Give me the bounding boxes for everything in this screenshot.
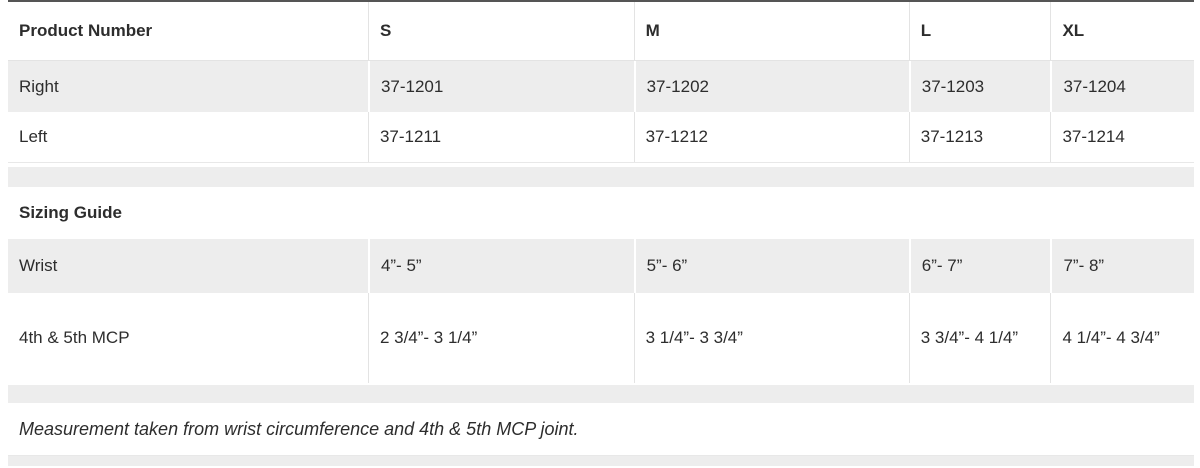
product-number-cell: 37-1201 [367, 61, 634, 112]
product-number-cell: 37-1214 [1050, 112, 1194, 162]
bottom-stripe [8, 456, 1194, 466]
product-number-cell: 37-1212 [633, 112, 909, 162]
column-header-l: L [908, 2, 1051, 60]
measurement-cell: 6”- 7” [908, 239, 1051, 293]
product-number-cell: 37-1213 [908, 112, 1051, 162]
measurement-cell: 5”- 6” [633, 239, 909, 293]
sizing-table: Product Number S M L XL Right 37-1201 37… [8, 0, 1194, 466]
measurement-cell: 3 1/4”- 3 3/4” [633, 293, 909, 383]
measurement-cell: 3 3/4”- 4 1/4” [908, 293, 1051, 383]
table-row-mcp: 4th & 5th MCP 2 3/4”- 3 1/4” 3 1/4”- 3 3… [8, 293, 1194, 383]
sizing-guide-header-row: Sizing Guide [8, 187, 1194, 239]
product-number-cell: 37-1211 [367, 112, 634, 162]
column-header-product-number: Product Number [19, 21, 153, 41]
measurement-note-row: Measurement taken from wrist circumferen… [8, 403, 1194, 456]
table-header-row: Product Number S M L XL [8, 2, 1194, 61]
row-label: Left [19, 127, 48, 147]
row-gap [8, 383, 1194, 385]
row-label: Right [19, 76, 59, 96]
column-header-xl: XL [1050, 2, 1194, 60]
section-spacer [8, 167, 1194, 187]
column-header-s: S [367, 2, 634, 60]
product-number-cell: 37-1203 [908, 61, 1051, 112]
measurement-note: Measurement taken from wrist circumferen… [19, 418, 579, 439]
measurement-cell: 2 3/4”- 3 1/4” [367, 293, 634, 383]
row-label: 4th & 5th MCP [19, 328, 130, 348]
measurement-cell: 7”- 8” [1050, 239, 1194, 293]
measurement-cell: 4 1/4”- 4 3/4” [1050, 293, 1194, 383]
column-header-m: M [633, 2, 909, 60]
measurement-cell: 4”- 5” [367, 239, 634, 293]
product-number-cell: 37-1204 [1050, 61, 1194, 112]
section-spacer [8, 385, 1194, 403]
row-label: Wrist [19, 256, 58, 276]
product-number-cell: 37-1202 [633, 61, 909, 112]
table-row-right: Right 37-1201 37-1202 37-1203 37-1204 [8, 61, 1194, 112]
table-row-left: Left 37-1211 37-1212 37-1213 37-1214 [8, 112, 1194, 163]
table-row-wrist: Wrist 4”- 5” 5”- 6” 6”- 7” 7”- 8” [8, 239, 1194, 293]
sizing-guide-title: Sizing Guide [19, 203, 122, 222]
